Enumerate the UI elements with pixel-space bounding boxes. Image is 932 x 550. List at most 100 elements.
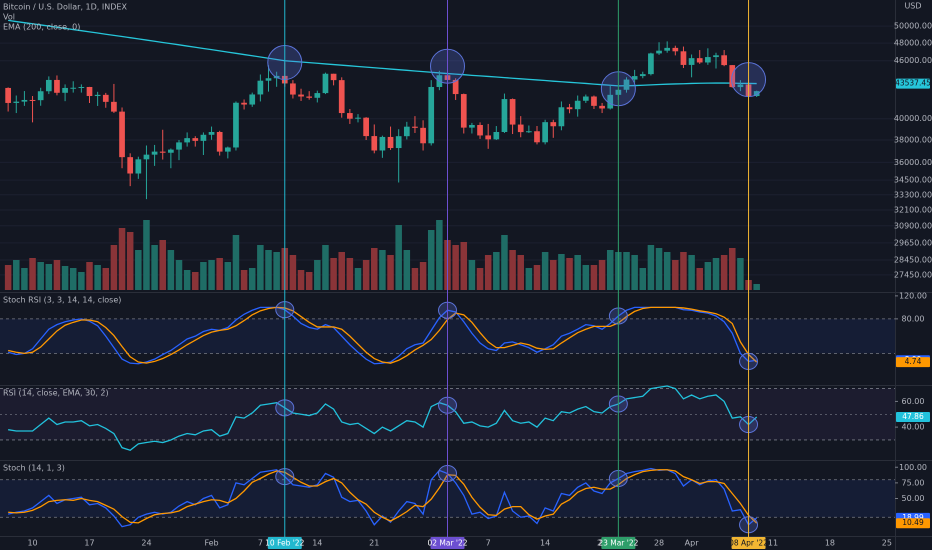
annotation-label: 23 Mar '22 xyxy=(598,539,638,548)
candle-body xyxy=(485,135,492,140)
indicator-line xyxy=(8,385,758,451)
candle-body xyxy=(224,147,231,152)
candle-body xyxy=(135,159,142,174)
value-label-box xyxy=(896,78,930,89)
volume-bar xyxy=(468,260,476,290)
candle-body xyxy=(517,124,524,133)
candle-body xyxy=(200,134,207,141)
volume-bar xyxy=(192,272,199,290)
volume-bar xyxy=(712,258,720,290)
candle-body xyxy=(526,131,532,133)
candle-body xyxy=(379,136,386,151)
volume-bar xyxy=(517,255,524,290)
candle-body xyxy=(192,138,199,141)
candle-body xyxy=(412,126,418,128)
y-tick-label: 46000.00 xyxy=(894,56,932,65)
chart-title: Bitcoin / U.S. Dollar, 1D, INDEX xyxy=(3,3,127,12)
candle-body xyxy=(45,79,52,92)
volume-bar xyxy=(314,260,321,290)
volume-bar xyxy=(126,232,134,290)
indicator-title: Stoch (14, 1, 3) xyxy=(3,464,65,473)
volume-bar xyxy=(566,258,573,290)
volume-bar xyxy=(257,245,264,290)
y-tick-label: 36000.00 xyxy=(894,158,932,167)
volume-bar xyxy=(631,255,638,290)
volume-bar xyxy=(558,254,565,290)
volume-bar xyxy=(387,255,394,290)
y-tick-label: 50.00 xyxy=(902,494,925,503)
volume-bar xyxy=(395,225,402,290)
candle-body xyxy=(566,107,573,110)
candle-body xyxy=(119,111,125,158)
x-tick-label: 18 xyxy=(825,539,835,548)
candle-body xyxy=(94,94,101,97)
candle-body xyxy=(314,93,321,98)
value-label: 43537.45 xyxy=(895,79,931,88)
value-label: 10.49 xyxy=(902,518,924,527)
axis-label: USD xyxy=(904,2,921,11)
volume-bar xyxy=(436,220,443,290)
y-tick-label: 40.00 xyxy=(902,423,925,432)
candle-body xyxy=(688,58,695,65)
volume-legend: Vol xyxy=(3,13,15,22)
candle-body xyxy=(257,80,264,95)
volume-bar xyxy=(362,260,370,290)
candle-body xyxy=(753,91,760,97)
volume-bar xyxy=(110,245,118,290)
ema-legend: EMA (200, close, 0) xyxy=(3,23,80,32)
candle-body xyxy=(558,107,565,127)
candle-body xyxy=(428,86,435,144)
volume-bar xyxy=(86,262,93,290)
candle-body xyxy=(420,127,426,144)
candle-body xyxy=(151,151,158,155)
volume-bar xyxy=(208,260,215,290)
indicator-line xyxy=(8,306,758,364)
volume-bar xyxy=(240,270,248,290)
candle-body xyxy=(574,100,581,110)
x-tick-label: 7 xyxy=(258,539,263,548)
candle-body xyxy=(534,131,540,143)
volume-bar xyxy=(45,264,53,290)
candle-body xyxy=(13,101,20,103)
value-label-box xyxy=(896,357,930,368)
volume-bar xyxy=(476,268,484,290)
volume-bar xyxy=(216,258,223,290)
candle-body xyxy=(452,79,459,95)
y-tick-label: 48000.00 xyxy=(894,39,932,48)
volume-bar xyxy=(37,262,44,290)
candle-body xyxy=(5,87,11,103)
candle-body xyxy=(168,149,174,153)
candle-body xyxy=(347,113,353,119)
y-tick-label: 120.00 xyxy=(899,291,927,300)
volume-bar xyxy=(598,260,606,290)
candle-body xyxy=(355,117,361,119)
candle-body xyxy=(306,96,313,98)
candle-body xyxy=(265,78,272,81)
x-tick-label: 14 xyxy=(540,539,550,548)
x-tick-label: 7 xyxy=(486,539,491,548)
volume-bar xyxy=(13,260,20,290)
y-tick-label: 100.00 xyxy=(899,463,927,472)
indicator-title: Stoch RSI (3, 3, 14, 14, close) xyxy=(3,296,121,305)
annotation-label: 08 Apr '22 xyxy=(729,539,768,548)
candle-body xyxy=(550,122,557,127)
volume-bar xyxy=(460,242,468,290)
annotation-label-box xyxy=(267,537,302,549)
candle-body xyxy=(208,131,215,135)
volume-bar xyxy=(53,260,61,290)
candle-body xyxy=(86,86,93,97)
y-tick-label: 32100.00 xyxy=(894,205,932,214)
candle-body xyxy=(395,136,402,149)
candle-body xyxy=(713,55,719,58)
candle-body xyxy=(696,58,703,63)
volume-bar xyxy=(273,252,280,290)
y-tick-label: 29650.00 xyxy=(894,238,932,247)
candle-body xyxy=(159,151,166,153)
volume-bar xyxy=(29,258,36,290)
y-tick-label: 80.00 xyxy=(902,314,925,323)
candle-body xyxy=(330,73,337,81)
candle-body xyxy=(298,94,304,97)
volume-bar xyxy=(582,265,590,290)
candle-body xyxy=(78,86,85,88)
